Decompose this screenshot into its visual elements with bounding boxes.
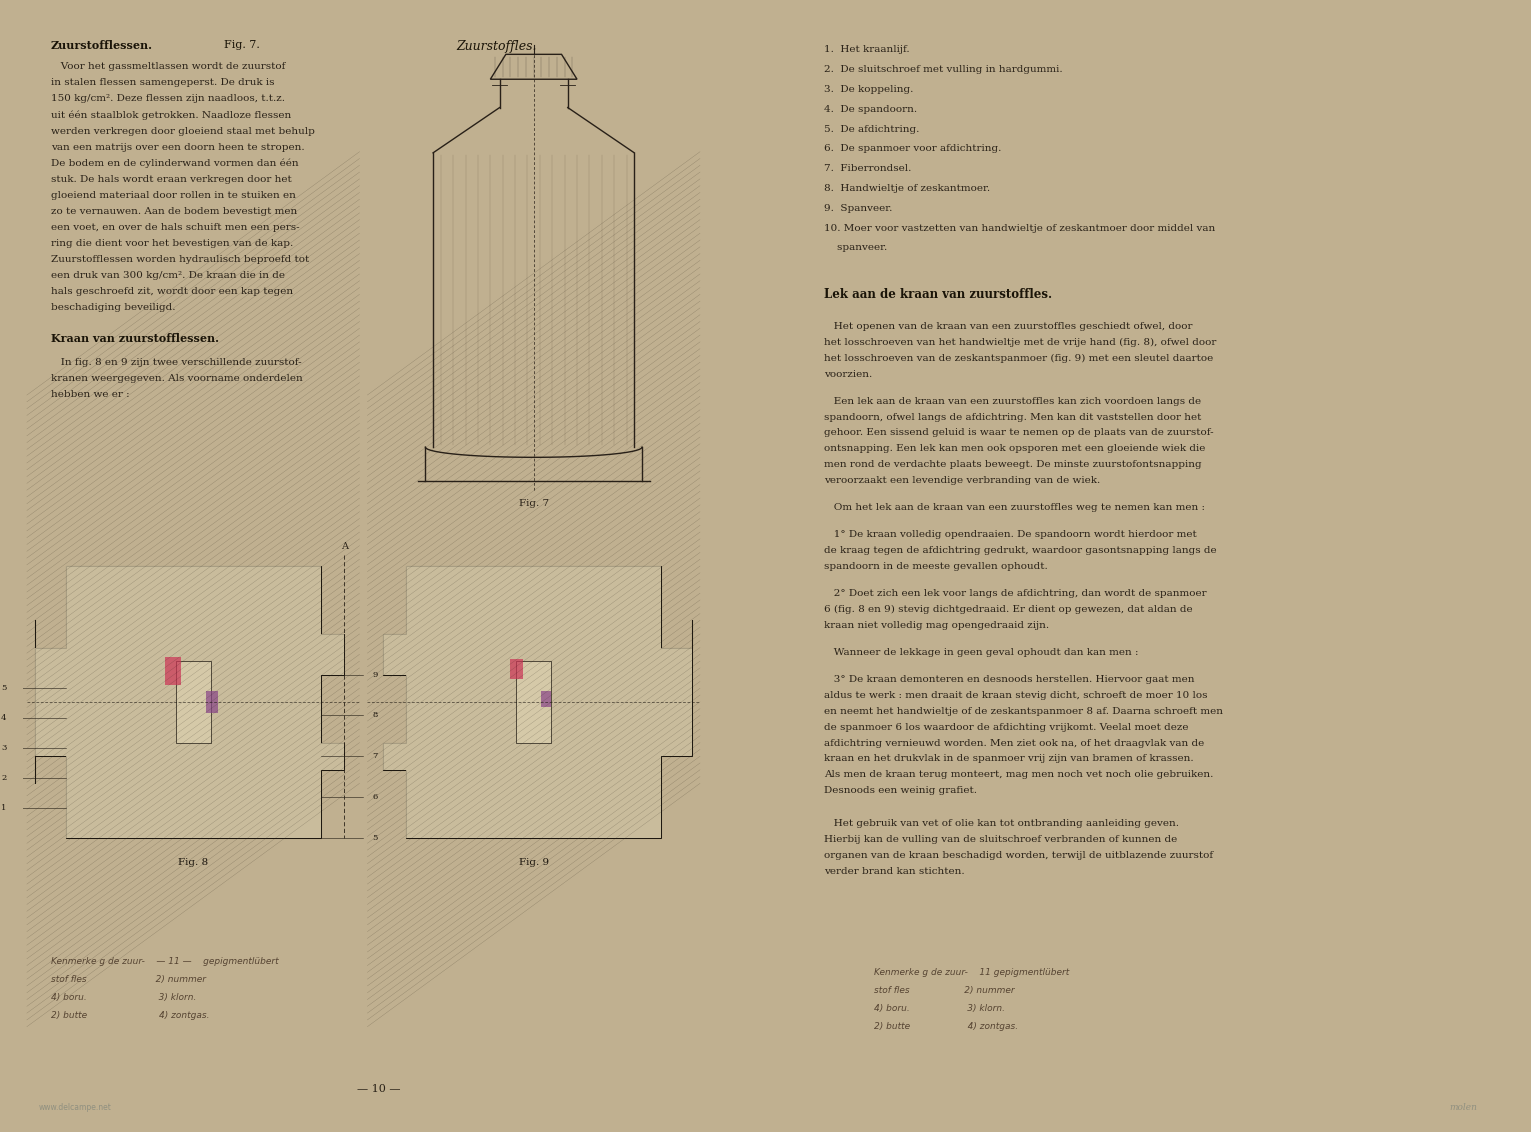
Text: Kraan van zuurstofflessen.: Kraan van zuurstofflessen. — [51, 333, 219, 344]
Text: gehoor. Een sissend geluid is waar te nemen op de plaats van de zuurstof-: gehoor. Een sissend geluid is waar te ne… — [824, 428, 1214, 437]
Text: Om het lek aan de kraan van een zuurstoffles weg te nemen kan men :: Om het lek aan de kraan van een zuurstof… — [824, 503, 1205, 512]
Text: kraan niet volledig mag opengedraaid zijn.: kraan niet volledig mag opengedraaid zij… — [824, 620, 1049, 629]
Polygon shape — [383, 566, 692, 838]
Text: 10. Moer voor vastzetten van handwieltje of zeskantmoer door middel van: 10. Moer voor vastzetten van handwieltje… — [824, 223, 1216, 232]
Text: stof fles                   2) nummer: stof fles 2) nummer — [874, 986, 1014, 995]
Text: 2° Doet zich een lek voor langs de afdichtring, dan wordt de spanmoer: 2° Doet zich een lek voor langs de afdic… — [824, 589, 1206, 598]
Text: Fig. 7: Fig. 7 — [519, 499, 548, 508]
Text: Fig. 8: Fig. 8 — [178, 858, 208, 867]
Text: Kenmerke g de zuur-    11 gepigmentlübert: Kenmerke g de zuur- 11 gepigmentlübert — [874, 968, 1069, 977]
Text: molen: molen — [1450, 1103, 1477, 1112]
Text: 4) boru.                         3) klorn.: 4) boru. 3) klorn. — [51, 993, 196, 1002]
Text: de kraag tegen de afdichtring gedrukt, waardoor gasontsnapping langs de: de kraag tegen de afdichtring gedrukt, w… — [824, 546, 1217, 555]
Text: kraan en het drukvlak in de spanmoer vrij zijn van bramen of krassen.: kraan en het drukvlak in de spanmoer vri… — [824, 754, 1194, 763]
Text: 8.  Handwieltje of zeskantmoer.: 8. Handwieltje of zeskantmoer. — [824, 183, 991, 192]
Text: hals geschroefd zit, wordt door een kap tegen: hals geschroefd zit, wordt door een kap … — [51, 288, 292, 297]
Text: uit één staalblok getrokken. Naadloze flessen: uit één staalblok getrokken. Naadloze fl… — [51, 111, 291, 120]
Text: 6.  De spanmoer voor afdichtring.: 6. De spanmoer voor afdichtring. — [824, 144, 1001, 153]
Text: het losschroeven van het handwieltje met de vrije hand (fig. 8), ofwel door: het losschroeven van het handwieltje met… — [824, 337, 1216, 348]
Text: ontsnapping. Een lek kan men ook opsporen met een gloeiende wiek die: ontsnapping. Een lek kan men ook opspore… — [824, 444, 1205, 453]
Text: het losschroeven van de zeskantspanmoer (fig. 9) met een sleutel daartoe: het losschroeven van de zeskantspanmoer … — [824, 353, 1213, 363]
Text: Desnoods een weinig grafiet.: Desnoods een weinig grafiet. — [824, 786, 977, 795]
Text: 2) butte                    4) zontgas.: 2) butte 4) zontgas. — [874, 1022, 1018, 1031]
Text: 9: 9 — [372, 670, 378, 679]
Text: stuk. De hals wordt eraan verkregen door het: stuk. De hals wordt eraan verkregen door… — [51, 174, 291, 183]
Text: 5.  De afdichtring.: 5. De afdichtring. — [824, 125, 919, 134]
Text: Zuurstofflessen worden hydraulisch beproefd tot: Zuurstofflessen worden hydraulisch bepro… — [51, 255, 309, 264]
Text: Fig. 7.: Fig. 7. — [224, 40, 260, 50]
Text: 2: 2 — [2, 774, 6, 782]
Text: 2) butte                         4) zontgas.: 2) butte 4) zontgas. — [51, 1011, 210, 1020]
Text: voorzien.: voorzien. — [824, 369, 873, 378]
Text: organen van de kraan beschadigd worden, terwijl de uitblazende zuurstof: organen van de kraan beschadigd worden, … — [824, 851, 1213, 859]
Text: spanveer.: spanveer. — [824, 243, 888, 252]
Bar — [510, 659, 524, 679]
Text: verder brand kan stichten.: verder brand kan stichten. — [824, 867, 965, 875]
Text: van een matrijs over een doorn heen te stropen.: van een matrijs over een doorn heen te s… — [51, 143, 305, 152]
Text: Als men de kraan terug monteert, mag men noch vet noch olie gebruiken.: Als men de kraan terug monteert, mag men… — [824, 770, 1214, 779]
Text: de spanmoer 6 los waardoor de afdichting vrijkomt. Veelal moet deze: de spanmoer 6 los waardoor de afdichting… — [824, 722, 1188, 731]
Text: www.delcampe.net: www.delcampe.net — [38, 1103, 112, 1112]
Text: ring die dient voor het bevestigen van de kap.: ring die dient voor het bevestigen van d… — [51, 239, 292, 248]
Text: afdichtring vernieuwd worden. Men ziet ook na, of het draagvlak van de: afdichtring vernieuwd worden. Men ziet o… — [824, 738, 1205, 747]
Text: een druk van 300 kg/cm². De kraan die in de: een druk van 300 kg/cm². De kraan die in… — [51, 272, 285, 281]
Text: De bodem en de cylinderwand vormen dan één: De bodem en de cylinderwand vormen dan é… — [51, 158, 299, 169]
Text: In fig. 8 en 9 zijn twee verschillende zuurstof-: In fig. 8 en 9 zijn twee verschillende z… — [51, 358, 302, 367]
Text: aldus te werk : men draait de kraan stevig dicht, schroeft de moer 10 los: aldus te werk : men draait de kraan stev… — [824, 691, 1208, 700]
Text: Lek aan de kraan van zuurstoffles.: Lek aan de kraan van zuurstoffles. — [824, 288, 1052, 301]
Bar — [176, 661, 211, 743]
Text: 3: 3 — [2, 744, 6, 752]
Bar — [205, 691, 217, 713]
Bar — [542, 691, 551, 708]
Text: — 10 —: — 10 — — [357, 1084, 401, 1095]
Text: 8: 8 — [372, 711, 378, 720]
Text: beschadiging beveiligd.: beschadiging beveiligd. — [51, 303, 176, 312]
Bar — [516, 661, 551, 743]
Text: Zuurstofflessen.: Zuurstofflessen. — [51, 40, 153, 51]
Bar — [165, 657, 181, 685]
Text: Wanneer de lekkage in geen geval ophoudt dan kan men :: Wanneer de lekkage in geen geval ophoudt… — [824, 648, 1139, 657]
Text: en neemt het handwieltje of de zeskantspanmoer 8 af. Daarna schroeft men: en neemt het handwieltje of de zeskantsp… — [824, 706, 1223, 715]
Text: 150 kg/cm². Deze flessen zijn naadloos, t.t.z.: 150 kg/cm². Deze flessen zijn naadloos, … — [51, 94, 285, 103]
Text: 7.  Fiberrondsel.: 7. Fiberrondsel. — [824, 164, 911, 173]
Text: 3° De kraan demonteren en desnoods herstellen. Hiervoor gaat men: 3° De kraan demonteren en desnoods herst… — [824, 675, 1194, 684]
Text: A: A — [340, 542, 348, 551]
Text: 4) boru.                    3) klorn.: 4) boru. 3) klorn. — [874, 1004, 1004, 1013]
Polygon shape — [35, 566, 344, 838]
Text: veroorzaakt een levendige verbranding van de wiek.: veroorzaakt een levendige verbranding va… — [824, 475, 1101, 484]
Text: Een lek aan de kraan van een zuurstoffles kan zich voordoen langs de: Een lek aan de kraan van een zuurstoffle… — [824, 396, 1202, 405]
Text: 7: 7 — [372, 752, 378, 761]
Text: een voet, en over de hals schuift men een pers-: een voet, en over de hals schuift men ee… — [51, 223, 300, 232]
Text: kranen weergegeven. Als voorname onderdelen: kranen weergegeven. Als voorname onderde… — [51, 374, 303, 383]
Text: stof fles                        2) nummer: stof fles 2) nummer — [51, 975, 205, 984]
Text: gloeiend materiaal door rollen in te stuiken en: gloeiend materiaal door rollen in te stu… — [51, 191, 295, 200]
Text: werden verkregen door gloeiend staal met behulp: werden verkregen door gloeiend staal met… — [51, 127, 315, 136]
Text: 6 (fig. 8 en 9) stevig dichtgedraaid. Er dient op gewezen, dat aldan de: 6 (fig. 8 en 9) stevig dichtgedraaid. Er… — [824, 604, 1193, 615]
Text: Fig. 9: Fig. 9 — [519, 858, 548, 867]
Text: 1° De kraan volledig opendraaien. De spandoorn wordt hierdoor met: 1° De kraan volledig opendraaien. De spa… — [824, 530, 1197, 539]
Text: Zuurstoffles.: Zuurstoffles. — [456, 40, 537, 52]
Text: in stalen flessen samengeperst. De druk is: in stalen flessen samengeperst. De druk … — [51, 78, 274, 87]
Text: 5: 5 — [2, 684, 6, 693]
Text: 2.  De sluitschroef met vulling in hardgummi.: 2. De sluitschroef met vulling in hardgu… — [824, 65, 1063, 74]
Text: Kenmerke g de zuur-    — 11 —    gepigmentlübert: Kenmerke g de zuur- — 11 — gepigmentlübe… — [51, 957, 279, 966]
Text: 1.  Het kraanlijf.: 1. Het kraanlijf. — [824, 45, 909, 54]
Text: spandoorn in de meeste gevallen ophoudt.: spandoorn in de meeste gevallen ophoudt. — [824, 561, 1047, 571]
Text: 5: 5 — [372, 833, 378, 842]
Text: zo te vernauwen. Aan de bodem bevestigt men: zo te vernauwen. Aan de bodem bevestigt … — [51, 207, 297, 216]
Text: hebben we er :: hebben we er : — [51, 391, 130, 400]
Text: 9.  Spanveer.: 9. Spanveer. — [824, 204, 893, 213]
Text: Voor het gassmeltlassen wordt de zuurstof: Voor het gassmeltlassen wordt de zuursto… — [51, 62, 285, 71]
Text: 3.  De koppeling.: 3. De koppeling. — [824, 85, 914, 94]
Text: men rond de verdachte plaats beweegt. De minste zuurstofontsnapping: men rond de verdachte plaats beweegt. De… — [824, 460, 1202, 469]
Text: 6: 6 — [372, 792, 378, 801]
Text: Het openen van de kraan van een zuurstoffles geschiedt ofwel, door: Het openen van de kraan van een zuurstof… — [824, 321, 1193, 331]
Text: spandoorn, ofwel langs de afdichtring. Men kan dit vaststellen door het: spandoorn, ofwel langs de afdichtring. M… — [824, 412, 1202, 421]
Text: 1: 1 — [2, 804, 6, 812]
Text: Hierbij kan de vulling van de sluitschroef verbranden of kunnen de: Hierbij kan de vulling van de sluitschro… — [824, 834, 1177, 843]
Text: Het gebruik van vet of olie kan tot ontbranding aanleiding geven.: Het gebruik van vet of olie kan tot ontb… — [824, 818, 1179, 827]
Text: 4: 4 — [2, 714, 6, 722]
Text: 4.  De spandoorn.: 4. De spandoorn. — [824, 104, 917, 113]
